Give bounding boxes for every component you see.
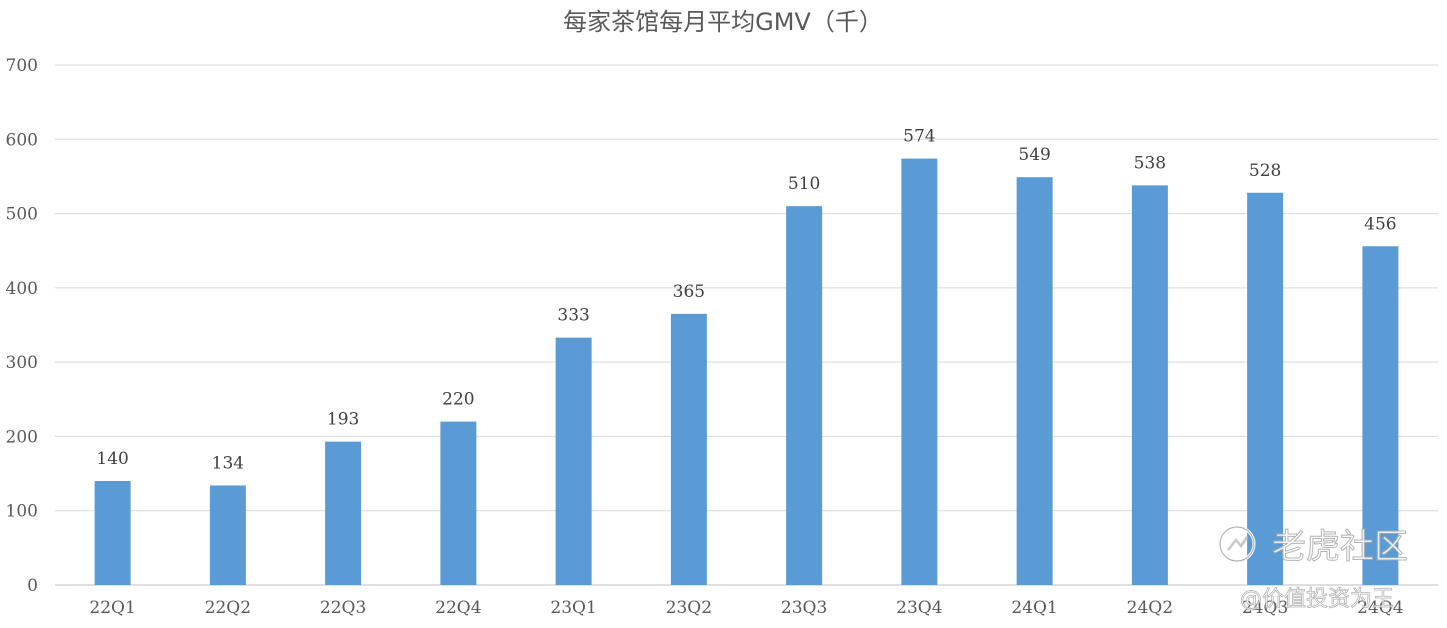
bar bbox=[555, 337, 592, 585]
bar bbox=[1016, 177, 1053, 585]
y-tick-label: 0 bbox=[27, 576, 38, 596]
watermark-logo-icon bbox=[1218, 525, 1256, 563]
y-axis-ticks: 0 100 200 300 400 500 600 700 bbox=[6, 56, 38, 596]
x-tick-label: 23Q1 bbox=[550, 598, 596, 618]
watermark: 老虎社区 @价值投资为王 bbox=[1218, 525, 1409, 612]
data-label: 193 bbox=[327, 410, 359, 430]
x-tick-label: 22Q4 bbox=[435, 598, 481, 618]
x-tick-label: 22Q1 bbox=[89, 598, 135, 618]
data-label: 134 bbox=[212, 453, 244, 473]
gridlines bbox=[55, 64, 1438, 586]
x-axis-ticks: 22Q1 22Q2 22Q3 22Q4 23Q1 23Q2 23Q3 23Q4 24Q1 24Q2… bbox=[89, 598, 1403, 618]
bar bbox=[786, 206, 823, 585]
chart-title: 每家茶馆每月平均GMV（千） bbox=[563, 8, 883, 36]
bar bbox=[1131, 185, 1168, 586]
x-tick-label: 24Q4 bbox=[1357, 598, 1403, 618]
data-label: 140 bbox=[96, 449, 128, 469]
bar bbox=[901, 158, 938, 585]
data-label: 333 bbox=[557, 306, 589, 326]
data-label: 456 bbox=[1364, 214, 1396, 234]
y-tick-label: 200 bbox=[6, 427, 38, 447]
data-label: 528 bbox=[1249, 161, 1281, 181]
x-tick-label: 23Q3 bbox=[781, 598, 827, 618]
x-tick-label: 22Q2 bbox=[205, 598, 251, 618]
watermark-brand: 老虎社区 bbox=[1272, 527, 1408, 567]
y-tick-label: 700 bbox=[6, 56, 38, 76]
x-tick-label: 24Q1 bbox=[1011, 598, 1057, 618]
bars bbox=[94, 158, 1399, 586]
x-tick-label: 24Q2 bbox=[1127, 598, 1173, 618]
data-label: 510 bbox=[788, 174, 820, 194]
y-tick-label: 400 bbox=[6, 279, 38, 299]
x-tick-label: 24Q3 bbox=[1242, 598, 1288, 618]
bar bbox=[670, 313, 707, 585]
data-label: 549 bbox=[1018, 145, 1050, 165]
bar bbox=[209, 485, 246, 585]
x-tick-label: 23Q4 bbox=[896, 598, 942, 618]
data-label: 538 bbox=[1134, 153, 1166, 173]
y-tick-label: 300 bbox=[6, 353, 38, 373]
data-label: 220 bbox=[442, 390, 474, 410]
y-tick-label: 500 bbox=[6, 205, 38, 225]
bar bbox=[325, 441, 362, 585]
bar bbox=[440, 421, 477, 585]
bar bbox=[94, 481, 131, 585]
y-tick-label: 600 bbox=[6, 130, 38, 150]
bar bbox=[1362, 246, 1399, 585]
data-label: 574 bbox=[903, 127, 935, 147]
watermark-author: @价值投资为王 bbox=[1240, 587, 1394, 612]
data-labels: 140 134 193 220 333 365 510 574 549 538 528 456 bbox=[96, 127, 1396, 474]
data-label: 365 bbox=[673, 282, 705, 302]
y-tick-label: 100 bbox=[6, 502, 38, 522]
x-tick-label: 23Q2 bbox=[666, 598, 712, 618]
bar bbox=[1247, 192, 1284, 585]
x-tick-label: 22Q3 bbox=[320, 598, 366, 618]
